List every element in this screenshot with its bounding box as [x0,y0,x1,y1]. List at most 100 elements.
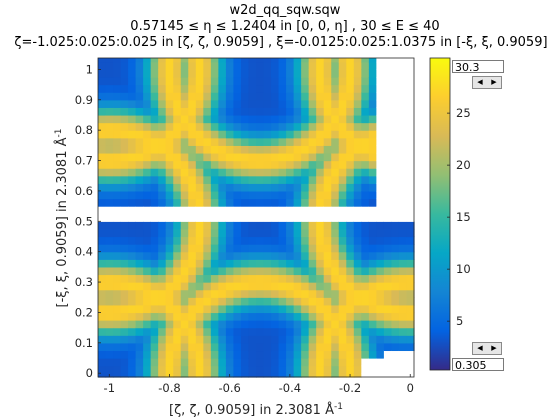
heatmap-cell [135,114,144,124]
heatmap-cell [263,342,272,352]
colorbar-min-stepper[interactable]: ◀ ▶ [472,342,502,355]
heatmap-cell [323,259,332,268]
heatmap-cell [271,312,280,321]
heatmap-cell [331,320,340,329]
heatmap-cell [286,114,295,124]
heatmap-cell [278,358,287,367]
heatmap-cell [240,213,250,222]
heatmap-cell [218,297,227,306]
heatmap-cell [338,160,347,169]
heatmap-cell [173,213,182,222]
heatmap-cell [165,289,174,298]
y-axis-label-superscript: -1 [54,129,64,138]
heatmap-cell [98,76,107,86]
heatmap-cell [135,327,144,336]
colorbar[interactable] [430,58,450,370]
heatmap-cell [158,282,167,291]
heatmap-cell [105,327,114,336]
heatmap-cell [368,251,377,260]
arrow-right-icon[interactable]: ▶ [491,344,497,352]
heatmap-cell [98,213,107,222]
heatmap-cell [361,130,370,139]
heatmap-cell [346,160,355,169]
heatmap-cell [248,221,257,230]
heatmap-cell [293,297,302,306]
heatmap-cell [331,213,340,222]
arrow-left-icon[interactable]: ◀ [477,78,483,86]
heatmap-cell [361,266,370,276]
heatmap-cell [301,259,310,268]
heatmap-cell [173,168,182,177]
heatmap-cell [316,122,325,131]
heatmap-cell [368,152,377,162]
heatmap-cell [120,274,129,283]
heatmap-cell [105,206,114,215]
heatmap-cell [293,236,302,245]
heatmap-cell [248,190,257,200]
heatmap-cell [180,335,189,344]
heatmap-cell [135,107,144,116]
heatmap-cell [240,358,250,367]
heatmap-cell [203,335,212,344]
heatmap-cell [240,335,250,344]
colorbar-max-field[interactable]: 30.3 [452,60,504,74]
heatmap-cell [368,61,377,70]
arrow-left-icon[interactable]: ◀ [477,344,483,352]
heatmap-plot-area[interactable] [98,58,415,378]
heatmap-cell [240,61,250,70]
heatmap-cell [240,244,250,253]
heatmap-cell [263,266,272,276]
arrow-right-icon[interactable]: ▶ [491,78,497,86]
heatmap-cell [361,213,370,222]
heatmap-cell [233,99,242,108]
heatmap-cell [143,244,152,253]
heatmap-cell [195,335,204,344]
colorbar-min-field[interactable]: 0.305 [452,358,504,372]
heatmap-cell [210,114,219,124]
heatmap-cell [346,152,355,162]
heatmap-cell [120,327,129,336]
heatmap-cell [286,122,295,131]
heatmap-cell [331,236,340,245]
heatmap-cell [225,320,235,329]
heatmap-cell [323,251,332,260]
heatmap-cell [225,289,235,298]
heatmap-cell [120,160,129,169]
heatmap-cell [308,365,317,374]
heatmap-cell [218,137,227,146]
heatmap-cell [150,76,159,86]
heatmap-cell [105,61,114,70]
heatmap-cell [353,365,362,374]
heatmap-cell [158,221,167,230]
heatmap-cell [240,92,250,101]
heatmap-cell [301,289,310,298]
heatmap-cell [113,373,122,378]
heatmap-cell [105,76,114,86]
y-axis-label-text: [-ξ, ξ, 0.9059] in 2.3081 Å [54,137,70,307]
heatmap-cell [376,358,385,367]
heatmap-cell [323,358,332,367]
heatmap-cell [323,213,332,222]
heatmap-cell [338,130,347,139]
heatmap-cell [218,213,227,222]
heatmap-cell [286,206,295,215]
heatmap-cell [210,58,219,63]
colorbar-max-stepper[interactable]: ◀ ▶ [472,76,502,89]
heatmap-cell [150,342,159,352]
heatmap-cell [233,373,242,378]
heatmap-cell [383,130,393,139]
heatmap-cell [361,251,370,260]
heatmap-cell [361,274,370,283]
heatmap-cell [240,168,250,177]
heatmap-cell [240,130,250,139]
heatmap-cell [210,304,219,314]
heatmap-cell [113,236,122,245]
heatmap-cell [158,84,167,93]
heatmap-cell [286,152,295,162]
heatmap-cell [391,84,400,93]
heatmap-cell [158,168,167,177]
heatmap-cell [233,175,242,184]
heatmap-cell [180,312,189,321]
heatmap-cell [248,342,257,352]
heatmap-cell [188,289,197,298]
